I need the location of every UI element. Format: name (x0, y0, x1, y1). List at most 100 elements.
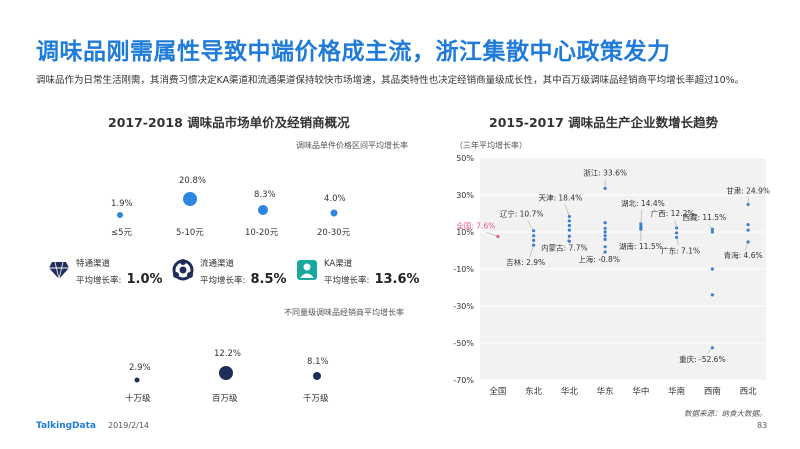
data-point (746, 228, 750, 232)
price-category-2: 5-10元 (176, 228, 204, 238)
dealer-value-1: 2.9% (129, 363, 151, 373)
annotation-label: 天津: 18.4% (539, 193, 583, 202)
annotation-label: 重庆: -52.6% (679, 354, 725, 364)
dealer-category-2: 百万级 (212, 394, 238, 404)
network-icon (172, 259, 194, 281)
y-tick-label: 50% (456, 154, 474, 163)
data-point (567, 228, 571, 232)
annotation-label: 湖北: 14.4% (621, 199, 665, 208)
data-point (603, 230, 607, 234)
page-title: 调味品刚需属性导致中端价格成主流，浙江集散中心政策发力 (36, 39, 671, 65)
annotation-leader (745, 241, 749, 251)
x-tick-label: 全国 (489, 386, 506, 397)
price-value-1: 1.9% (111, 199, 133, 209)
page-subtitle: 调味品作为日常生活刚需，其消费习惯决定KA渠道和流通渠道保持较快市场增速，其品类… (36, 75, 745, 86)
channel-name: 流通渠道 (200, 259, 235, 269)
data-point (532, 238, 536, 242)
channel-growth-label: 平均增长率: (200, 276, 246, 286)
channel-growth-value: 8.5% (250, 272, 287, 287)
dealer-bubble-chart (134, 366, 321, 383)
x-tick-label: 华南 (668, 386, 685, 397)
channel-name: KA渠道 (324, 259, 353, 269)
annotation-leader (566, 236, 570, 243)
annotation-label: 广东: 7.1% (661, 245, 700, 255)
annotation-label: 上海: -0.8% (578, 254, 620, 264)
price-bubble-2 (183, 192, 197, 206)
channel-growth-label: 平均增长率: (76, 276, 122, 286)
data-point (567, 219, 571, 223)
price-bubble-1 (117, 212, 123, 218)
dealer-category-1: 十万级 (125, 394, 151, 404)
annotation-leader (564, 204, 570, 217)
dealer-bubble-2 (219, 366, 233, 380)
right-section-title: 2015-2017 调味品生产企业数增长趋势 (489, 115, 719, 130)
dealer-caption: 不同量级调味品经销商平均增长率 (284, 308, 404, 317)
price-caption: 调味品单件价格区间平均增长率 (296, 141, 408, 150)
x-tick-label: 西南 (704, 386, 721, 397)
data-source: 数据来源：纳食大数据。 (684, 409, 767, 418)
dealer-value-2: 12.2% (214, 349, 242, 359)
price-bubble-3 (258, 205, 268, 215)
dealer-category-3: 千万级 (303, 394, 329, 404)
annotation-label: 广西: 12.2% (651, 208, 695, 218)
brand-logo: TalkingData (36, 421, 96, 431)
price-category-4: 20-30元 (317, 228, 351, 238)
annotation-label: 浙江: 33.6% (583, 167, 627, 177)
price-value-2: 20.8% (179, 176, 207, 186)
y-tick-label: 10% (456, 228, 474, 237)
left-section-title: 2017-2018 调味品市场单价及经销商概况 (108, 115, 350, 130)
data-point (603, 234, 607, 238)
y-axis-unit: （三年平均增长率） (455, 141, 527, 150)
data-point (746, 223, 750, 227)
channel-name: 特通渠道 (76, 259, 111, 269)
x-tick-label: 华东 (597, 386, 614, 397)
annotation-label: 全国: 7.6% (456, 220, 495, 230)
annotation-leader (601, 251, 606, 255)
data-point (603, 245, 607, 249)
data-point (567, 223, 571, 228)
annotation-label: 辽宁: 10.7% (500, 209, 544, 219)
price-bubble-chart (117, 192, 338, 218)
price-value-3: 8.3% (254, 190, 276, 200)
data-point (675, 235, 679, 239)
annotation-label: 西藏: 11.5% (683, 212, 727, 222)
annotation-label: 内蒙古: 7.7% (541, 242, 587, 252)
price-category-1: ≤5元 (111, 228, 133, 238)
x-tick-label: 西北 (740, 387, 758, 397)
y-tick-label: -50% (453, 339, 474, 348)
diamond-icon (49, 261, 69, 280)
data-point (603, 237, 607, 241)
price-bubble-4 (330, 209, 338, 217)
data-point (746, 202, 750, 207)
dealer-bubble-3 (313, 372, 321, 380)
x-tick-label: 华中 (632, 386, 649, 397)
annotation-label: 青海: 4.6% (724, 250, 763, 260)
annotation-leader (529, 245, 534, 258)
annotation-label: 甘肃: 24.9% (726, 185, 770, 195)
channel-growth-value: 1.0% (126, 272, 163, 287)
page-number: 83 (757, 421, 768, 430)
annotation-leader (708, 224, 713, 230)
person-icon (297, 260, 317, 280)
annotation-label: 湖南: 11.5% (619, 241, 663, 251)
price-category-3: 10-20元 (245, 228, 279, 238)
x-tick-label: 东北 (525, 386, 543, 397)
channel-growth-value: 13.6% (374, 272, 420, 287)
data-point (603, 186, 607, 190)
data-point (675, 231, 679, 235)
annotation-leader (676, 237, 679, 246)
dealer-value-3: 8.1% (307, 357, 329, 367)
data-point (532, 234, 536, 238)
annotation-leader (486, 232, 498, 237)
data-point (603, 221, 607, 225)
y-tick-label: -30% (453, 302, 474, 311)
data-point (710, 267, 714, 271)
channel-growth-label: 平均增长率: (324, 276, 370, 286)
region-scatter-chart: 50% 30% 10% -10% -30% -50% -70% 全国 东北 华北 华东 华中 华南 西南… (453, 154, 770, 397)
y-tick-label: -10% (453, 265, 474, 274)
annotation-leader (640, 209, 643, 224)
annotation-leader (527, 220, 534, 231)
annotation-leader (707, 347, 713, 354)
footer-date: 2019/2/14 (108, 421, 150, 430)
data-point (710, 293, 714, 297)
